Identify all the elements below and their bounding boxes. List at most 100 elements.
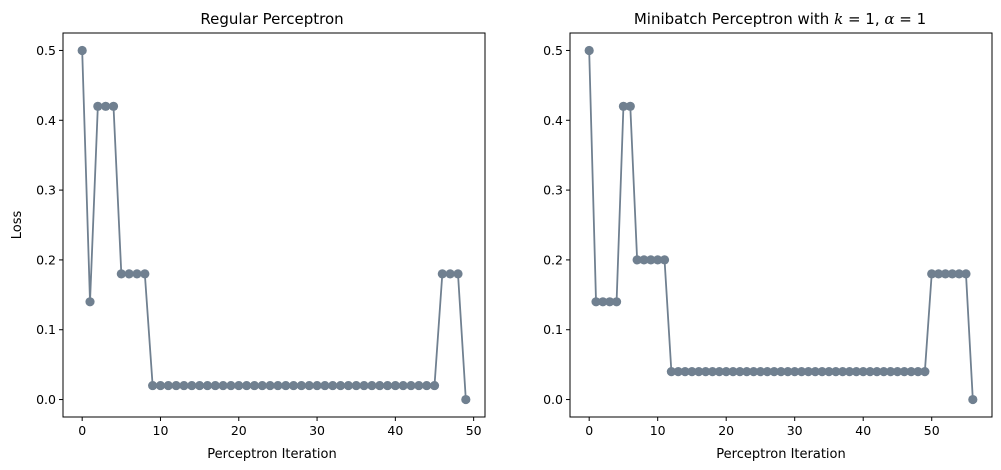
- data-point: [666, 367, 676, 377]
- data-point: [140, 269, 150, 279]
- data-point: [77, 45, 87, 56]
- data-point: [437, 269, 447, 279]
- data-point: [234, 380, 244, 391]
- data-point: [879, 367, 889, 377]
- data-point: [320, 380, 330, 391]
- data-point: [375, 380, 385, 391]
- y-tick-label: 0.2: [543, 252, 563, 267]
- y-tick-label: 0.4: [543, 113, 563, 128]
- data-point: [735, 367, 745, 377]
- data-point: [954, 269, 964, 279]
- data-point: [755, 367, 766, 377]
- title-alpha: α: [884, 10, 894, 28]
- chart-minibatch-perceptron: Minibatch Perceptron with k = 1, α = 1 0…: [543, 10, 993, 462]
- data-point: [226, 380, 236, 391]
- x-tick-label: 10: [650, 423, 666, 438]
- data-point: [584, 45, 594, 56]
- data-point: [598, 297, 608, 307]
- data-point: [838, 367, 848, 377]
- data-point: [872, 367, 882, 377]
- data-point: [714, 367, 724, 377]
- data-point: [886, 367, 896, 377]
- data-point: [933, 269, 944, 279]
- x-tick-label: 30: [309, 423, 325, 438]
- y-tick-label: 0.2: [36, 252, 56, 267]
- data-point: [429, 380, 440, 391]
- title-k: k: [834, 10, 843, 28]
- data-point: [312, 380, 322, 391]
- data-point: [288, 380, 299, 391]
- data-point: [242, 380, 252, 391]
- data-point: [618, 101, 629, 111]
- x-axis: 0 10 20 30 40 50: [78, 417, 482, 438]
- y-axis-label: Loss: [10, 211, 25, 240]
- data-point: [116, 269, 126, 279]
- data-point: [155, 380, 166, 391]
- data-point: [359, 380, 369, 391]
- y-tick-label: 0.0: [36, 392, 56, 407]
- data-point: [968, 394, 978, 405]
- data-point: [790, 367, 800, 377]
- data-point: [961, 269, 971, 279]
- data-point: [899, 367, 909, 377]
- data-point: [728, 367, 738, 377]
- data-point: [171, 380, 181, 391]
- data-point: [93, 101, 103, 111]
- data-point: [687, 367, 697, 377]
- x-tick-label: 40: [855, 423, 871, 438]
- data-point: [776, 367, 786, 377]
- data-point: [257, 380, 267, 391]
- x-axis-label: Perceptron Iteration: [716, 447, 845, 462]
- data-point: [680, 367, 690, 377]
- title-prefix: Minibatch Perceptron with: [634, 10, 834, 28]
- data-point: [707, 367, 718, 377]
- data-point: [179, 380, 189, 391]
- y-tick-label: 0.1: [36, 322, 56, 337]
- data-point: [673, 367, 683, 377]
- data-point: [851, 367, 861, 377]
- y-axis: 0.0 0.1 0.2 0.3 0.4 0.5: [36, 43, 63, 407]
- chart-regular-perceptron: Regular Perceptron 0 10 20 30 40 50 0.0 0.1 0.2…: [10, 10, 486, 462]
- x-tick-label: 40: [387, 423, 403, 438]
- data-point: [202, 380, 213, 391]
- x-axis: 0 10 20 30 40 50: [585, 417, 940, 438]
- data-point: [461, 394, 471, 405]
- data-point: [611, 297, 622, 307]
- data-point: [810, 367, 820, 377]
- series-line: [81, 50, 467, 400]
- data-point: [803, 367, 814, 377]
- data-point: [742, 367, 752, 377]
- data-point: [218, 380, 228, 391]
- chart-title: Regular Perceptron: [200, 10, 343, 28]
- data-point: [694, 367, 704, 377]
- data-point: [646, 255, 656, 265]
- data-point: [865, 367, 875, 377]
- data-point: [940, 269, 951, 279]
- data-point: [304, 380, 314, 391]
- data-point: [343, 380, 353, 391]
- data-point: [659, 255, 670, 265]
- data-point: [265, 380, 275, 391]
- y-tick-label: 0.4: [36, 113, 56, 128]
- y-tick-label: 0.3: [543, 183, 563, 198]
- y-tick-label: 0.3: [36, 183, 56, 198]
- plot-area: [77, 45, 471, 405]
- y-tick-label: 0.1: [543, 322, 563, 337]
- data-point: [335, 380, 346, 391]
- y-tick-label: 0.5: [543, 43, 563, 58]
- data-point: [414, 380, 424, 391]
- y-tick-label: 0.0: [543, 392, 563, 407]
- data-point: [390, 380, 400, 391]
- title-alpha-eq: = 1: [895, 10, 927, 28]
- data-point: [187, 380, 197, 391]
- data-point: [927, 269, 937, 279]
- data-point: [445, 269, 455, 279]
- chart-title: Minibatch Perceptron with k = 1, α = 1: [634, 10, 926, 28]
- data-point: [625, 101, 635, 111]
- x-tick-label: 0: [585, 423, 593, 438]
- data-point: [382, 380, 393, 391]
- data-point: [406, 380, 416, 391]
- data-point: [824, 367, 834, 377]
- data-point: [605, 297, 615, 307]
